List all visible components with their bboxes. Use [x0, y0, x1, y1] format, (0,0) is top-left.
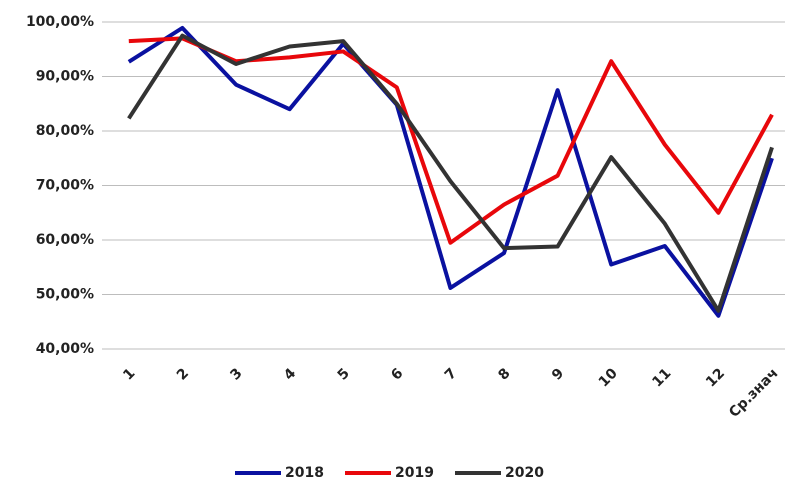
x-tick-label: Ср.знач: [726, 365, 781, 420]
x-tick-label: 11: [649, 365, 674, 390]
x-tick-label: 2: [174, 365, 192, 383]
x-tick-label: 7: [442, 365, 460, 383]
y-tick-label: 70,00%: [36, 178, 94, 194]
x-tick-label: 1: [120, 365, 138, 383]
y-tick-label: 80,00%: [36, 123, 94, 139]
x-tick-label: 6: [388, 365, 406, 383]
y-tick-label: 90,00%: [36, 69, 94, 85]
x-tick-label: 10: [596, 365, 621, 390]
series-line: [127, 33, 774, 313]
x-tick-label: 8: [495, 365, 513, 383]
x-tick-label: 5: [335, 365, 353, 383]
y-tick-label: 50,00%: [36, 287, 94, 303]
legend-label: 2019: [395, 465, 434, 481]
x-tick-label: 9: [549, 365, 567, 383]
x-tick-label: 12: [703, 365, 728, 390]
y-tick-label: 100,00%: [26, 14, 94, 30]
legend-label: 2020: [505, 465, 544, 481]
series-line: [128, 36, 774, 245]
y-tick-label: 40,00%: [36, 341, 94, 357]
x-tick-label: 4: [281, 365, 299, 383]
legend-label: 2018: [285, 465, 324, 481]
y-tick-label: 60,00%: [36, 232, 94, 248]
x-tick-label: 3: [227, 365, 245, 383]
series-line: [127, 25, 774, 318]
